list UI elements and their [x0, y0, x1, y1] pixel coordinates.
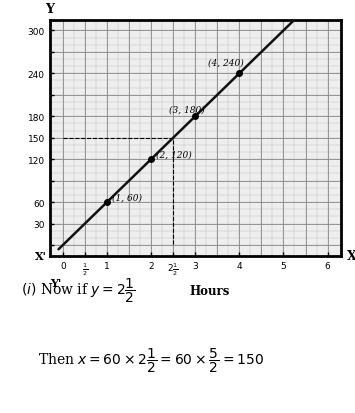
Text: km: km — [0, 129, 4, 148]
Text: $(i)$ Now if $y = 2\dfrac{1}{2}$: $(i)$ Now if $y = 2\dfrac{1}{2}$ — [21, 276, 136, 304]
Text: (4, 240): (4, 240) — [208, 59, 244, 68]
Text: X': X' — [35, 251, 47, 261]
Text: (3, 180): (3, 180) — [169, 106, 204, 115]
Text: (1, 60): (1, 60) — [112, 193, 142, 202]
Text: Y: Y — [45, 3, 54, 16]
Text: (2, 120): (2, 120) — [157, 150, 192, 159]
Text: Y': Y' — [50, 277, 61, 288]
Text: X: X — [346, 249, 355, 263]
Text: Then $x = 60 \times 2\dfrac{1}{2} = 60 \times \dfrac{5}{2} = 150$: Then $x = 60 \times 2\dfrac{1}{2} = 60 \… — [38, 346, 263, 374]
Text: Hours: Hours — [190, 284, 230, 297]
